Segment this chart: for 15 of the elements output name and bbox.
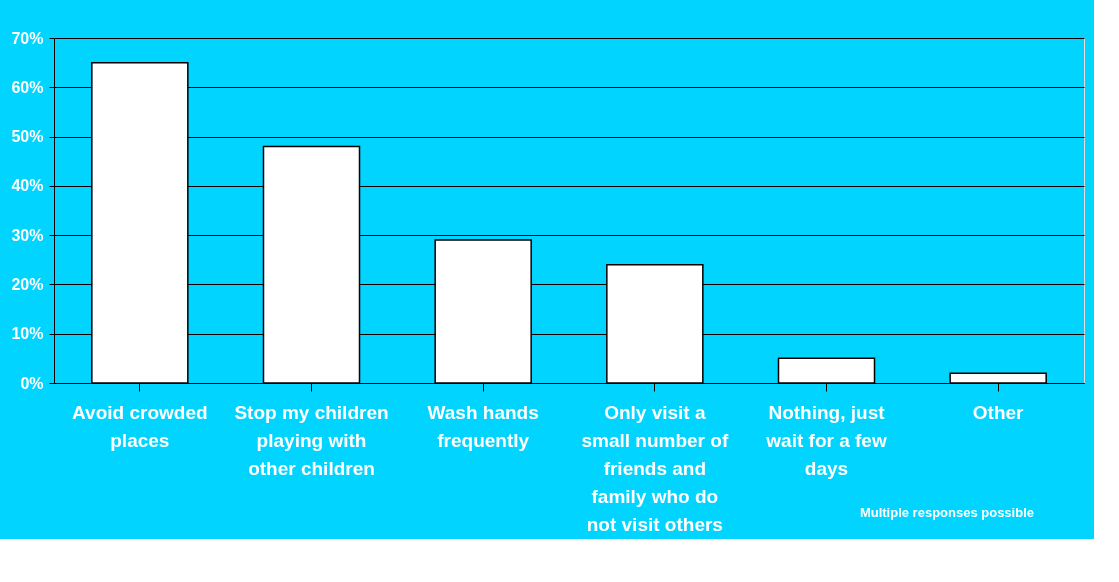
y-tick-label: 50% bbox=[11, 128, 44, 146]
x-tick-label: Wash hands frequently bbox=[427, 401, 539, 451]
y-tick-label: 0% bbox=[20, 374, 44, 392]
y-tick-label: 20% bbox=[11, 275, 44, 293]
x-tick-label: Stop my children playing with other children bbox=[234, 401, 389, 479]
y-tick-label: 60% bbox=[11, 78, 44, 96]
y-tick-label: 70% bbox=[11, 29, 44, 47]
text: Multiple responses possible bbox=[859, 505, 1034, 520]
x-tick-label: Only visit a small number of friends and family who do not visit others bbox=[581, 401, 729, 535]
x-tick-label: Avoid crowded places bbox=[72, 401, 208, 451]
x-tick-label: Nothing, just wait for a few days bbox=[765, 401, 887, 479]
y-tick-label: 10% bbox=[11, 325, 44, 343]
y-tick-label: 40% bbox=[11, 177, 44, 195]
x-tick-label: Other bbox=[972, 401, 1025, 423]
y-tick-label: 30% bbox=[11, 226, 44, 244]
